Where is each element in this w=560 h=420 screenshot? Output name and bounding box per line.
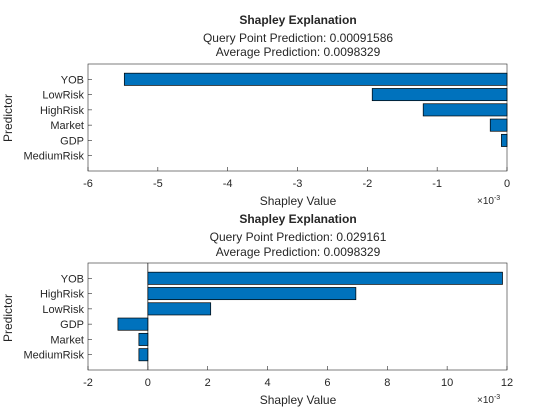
x-tick-label: 2 xyxy=(205,377,211,389)
chart-2-x-exponent: ×10-3 xyxy=(477,394,500,406)
bar-gdp xyxy=(501,133,508,147)
bar-mediumrisk xyxy=(138,348,149,362)
chart-1-x-exponent-power: -3 xyxy=(494,195,500,202)
chart-1-y-axis-label: Predictor xyxy=(1,94,15,142)
y-tick-label-gdp: GDP xyxy=(60,319,84,331)
x-tick-label: 10 xyxy=(441,377,453,389)
x-tick-label: -6 xyxy=(83,178,93,190)
bar-lowrisk xyxy=(147,302,212,316)
chart-1-x-axis-label: Shapley Value xyxy=(260,194,337,208)
bar-yob xyxy=(147,271,503,285)
x-tick-label: -2 xyxy=(83,377,93,389)
x-tick-label: -2 xyxy=(362,178,372,190)
x-tick-label: -4 xyxy=(223,178,233,190)
chart-1-y-ticks: YOB LowRisk HighRisk Market GDP MediumRisk xyxy=(23,74,92,163)
chart-2-y-axis-label: Predictor xyxy=(1,294,15,342)
chart-2-x-exponent-power: -3 xyxy=(494,394,500,401)
chart-1-x-exponent-base: ×10 xyxy=(477,196,494,207)
y-tick-label-lowrisk: LowRisk xyxy=(42,90,84,102)
y-tick-label-yob: YOB xyxy=(61,273,84,285)
y-tick-label-gdp: GDP xyxy=(60,135,84,147)
x-tick-label: 12 xyxy=(501,377,513,389)
x-tick-label: -5 xyxy=(153,178,163,190)
x-tick-label: -1 xyxy=(432,178,442,190)
y-tick-label-market: Market xyxy=(50,334,84,346)
chart-2: Shapley Explanation Query Point Predicti… xyxy=(1,212,513,407)
bar-market xyxy=(489,118,508,132)
chart-1-title: Shapley Explanation xyxy=(239,13,356,27)
y-tick-label-market: Market xyxy=(50,120,84,132)
chart-1-x-ticks: -6 -5 -4 -3 -2 -1 0 xyxy=(83,167,510,190)
chart-2-x-exponent-base: ×10 xyxy=(477,395,494,406)
chart-2-y-ticks: YOB HighRisk LowRisk GDP Market MediumRisk xyxy=(23,273,92,362)
chart-1-bars xyxy=(123,72,508,147)
x-tick-label: 4 xyxy=(265,377,271,389)
chart-2-subtitle-line-1: Query Point Prediction: 0.029161 xyxy=(210,230,387,244)
bar-gdp xyxy=(117,317,149,331)
bar-yob xyxy=(123,72,508,86)
chart-2-subtitle-line-2: Average Prediction: 0.0098329 xyxy=(216,245,381,259)
x-tick-label: 6 xyxy=(324,377,330,389)
chart-1-subtitle-line-2: Average Prediction: 0.0098329 xyxy=(216,45,381,59)
y-tick-label-yob: YOB xyxy=(61,74,84,86)
y-tick-label-highrisk: HighRisk xyxy=(40,105,85,117)
chart-1-x-exponent: ×10-3 xyxy=(477,195,500,207)
chart-1: Shapley Explanation Query Point Predicti… xyxy=(1,13,510,208)
bar-highrisk xyxy=(147,287,357,301)
y-tick-label-mediumrisk: MediumRisk xyxy=(23,350,84,362)
y-tick-label-lowrisk: LowRisk xyxy=(42,304,84,316)
chart-2-x-axis-label: Shapley Value xyxy=(260,393,337,407)
bar-lowrisk xyxy=(371,88,508,102)
x-tick-label: 0 xyxy=(504,178,510,190)
x-tick-label: 0 xyxy=(145,377,151,389)
x-tick-label: -3 xyxy=(293,178,303,190)
y-tick-label-highrisk: HighRisk xyxy=(40,289,85,301)
bar-market xyxy=(138,332,149,346)
bar-highrisk xyxy=(422,103,508,117)
chart-1-subtitle-line-1: Query Point Prediction: 0.00091586 xyxy=(203,31,393,45)
chart-2-title: Shapley Explanation xyxy=(239,212,356,226)
chart-2-bars xyxy=(117,263,503,370)
x-tick-label: 8 xyxy=(384,377,390,389)
chart-2-x-ticks: -2 0 2 4 6 8 10 12 xyxy=(83,366,513,389)
y-tick-label-mediumrisk: MediumRisk xyxy=(23,151,84,163)
